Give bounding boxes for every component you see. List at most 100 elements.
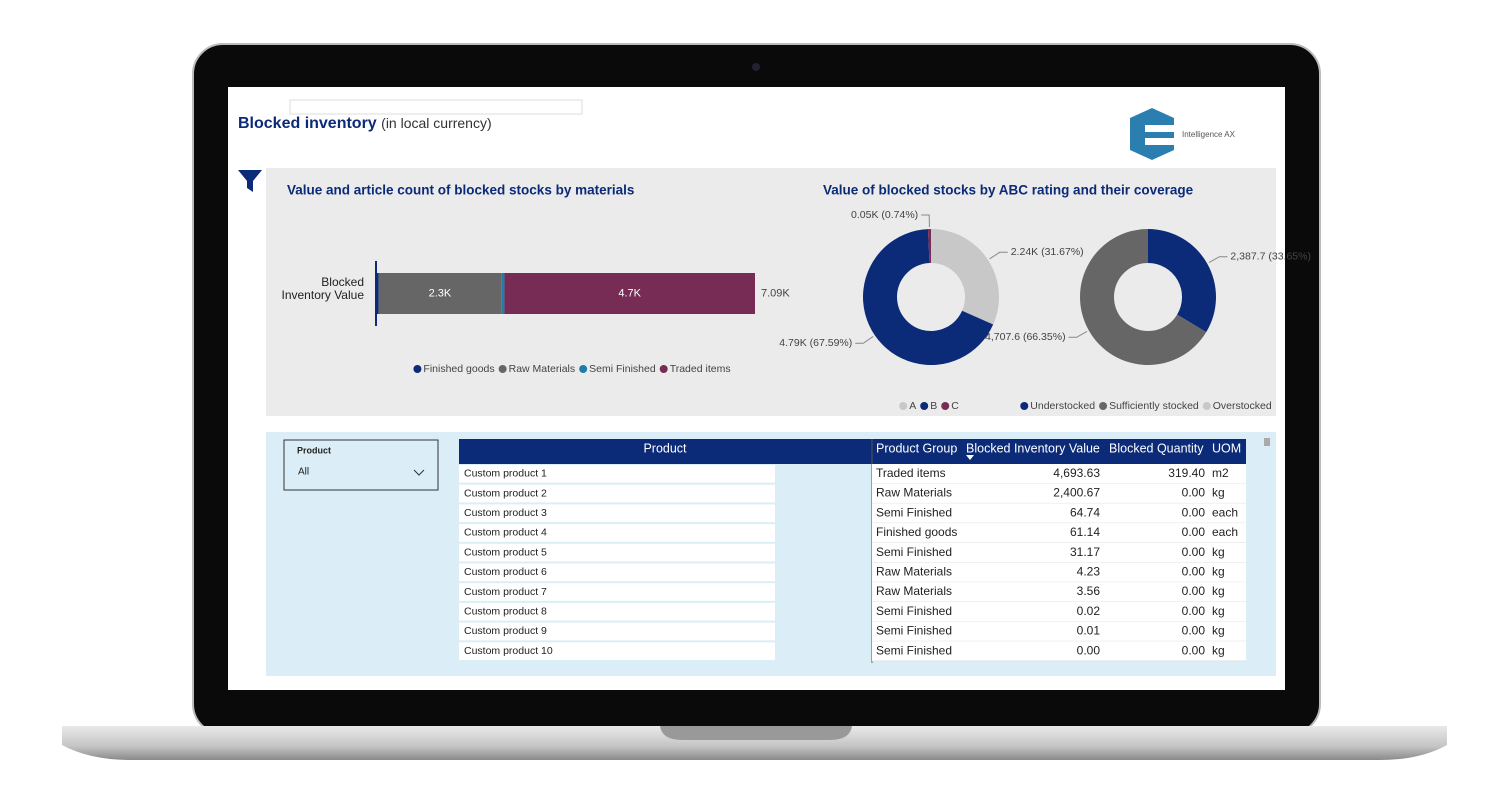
table-cell: kg: [1212, 565, 1225, 579]
table-cell: 31.17: [1070, 545, 1100, 559]
table-cell: Semi Finished: [876, 545, 952, 559]
table-cell: Custom product 8: [464, 606, 547, 618]
table-cell: 61.14: [1070, 525, 1100, 539]
tab-box: [289, 99, 583, 115]
table-cell: each: [1212, 505, 1238, 519]
table-cell: Traded items: [876, 466, 946, 480]
legend-label: Overstocked: [1213, 400, 1272, 412]
data-row: [872, 483, 1246, 504]
data-row: [872, 503, 1246, 524]
product-cell: [459, 465, 775, 483]
table-cell: each: [1212, 525, 1238, 539]
legend-label: A: [909, 400, 916, 412]
legend-marker: [498, 365, 507, 373]
table-cell: Raw Materials: [876, 584, 952, 598]
logo-text: Intelligence AX: [1182, 130, 1236, 139]
bar-segment: [378, 273, 502, 314]
column-header: Blocked Inventory Value: [966, 441, 1100, 455]
legend-marker: [920, 402, 929, 410]
table-cell: Custom product 3: [464, 507, 547, 519]
data-row: [872, 542, 1246, 563]
data-row: [872, 582, 1246, 602]
logo: [1130, 108, 1174, 160]
table-header: [459, 439, 1246, 464]
bar-category: Blocked Inventory Value: [281, 275, 365, 302]
table-cell: 0.00: [1182, 584, 1206, 598]
table-cell: 0.00: [1182, 643, 1206, 657]
donut-slice: [1148, 229, 1216, 333]
dropdown-arrow: [413, 469, 425, 476]
leader-line: [1068, 330, 1088, 338]
legend-label: Finished goods: [423, 363, 494, 375]
chart-title: Value of blocked stocks by ABC rating an…: [823, 183, 1194, 198]
donut-value-label: 2,387.7 (33.65%): [1230, 250, 1311, 262]
bar-total-label: 7.09K: [761, 287, 790, 299]
table-cell: 4,693.63: [1053, 466, 1100, 480]
table-cell: 0.00: [1182, 624, 1206, 638]
table-cell: Custom product 2: [464, 487, 547, 499]
table-cell: 0.00: [1182, 525, 1206, 539]
legend-label: Understocked: [1030, 400, 1095, 412]
camera: [752, 63, 760, 71]
laptop-base: [62, 726, 1447, 760]
donut-value-label: 0.05K (0.74%): [851, 209, 918, 221]
column-header: Product Group: [876, 441, 957, 455]
table-cell: Custom product 4: [464, 527, 547, 539]
legend-marker: [1020, 402, 1029, 410]
product-cell: [459, 642, 775, 660]
data-row: [872, 523, 1246, 543]
table-cell: Raw Materials: [876, 486, 952, 500]
legend-marker: [899, 402, 908, 410]
table-cell: 4.23: [1077, 565, 1101, 579]
product-dropdown[interactable]: [283, 439, 439, 491]
data-row: [872, 641, 1246, 661]
legend-label: Traded items: [670, 363, 731, 375]
legend-label: Semi Finished: [589, 363, 656, 375]
donut-slice: [931, 229, 999, 325]
product-cell: [459, 524, 775, 542]
legend-label: C: [951, 400, 959, 412]
table-cell: 0.01: [1077, 624, 1101, 638]
table-cell: 0.00: [1077, 643, 1101, 657]
table-cell: 0.00: [1182, 545, 1206, 559]
table-cell: m2: [1212, 466, 1229, 480]
table-cell: 319.40: [1168, 466, 1205, 480]
chart-title: Value and article count of blocked stock…: [287, 183, 634, 198]
table-cell: 2,400.67: [1053, 486, 1100, 500]
legend-marker: [1202, 402, 1211, 410]
product-cell: [459, 484, 775, 503]
data-row: [872, 464, 1246, 484]
column-header: Product: [643, 441, 687, 455]
legend-marker: [1099, 402, 1108, 410]
table-cell: kg: [1212, 486, 1225, 500]
filter-label: Product: [297, 445, 331, 455]
sort-arrow: [966, 455, 974, 460]
table-cell: Raw Materials: [876, 565, 952, 579]
column-header: UOM: [1212, 441, 1241, 455]
donut-value-label: 4.79K (67.59%): [779, 337, 852, 349]
bar-segment: [501, 273, 505, 314]
filter-icon: [238, 170, 262, 192]
table-cell: Custom product 5: [464, 546, 547, 558]
table-cell: kg: [1212, 624, 1225, 638]
table-cell: Custom product 7: [464, 586, 547, 598]
data-row: [872, 562, 1246, 583]
bar-segment: [504, 273, 755, 314]
page-title: Blocked inventory (in local currency): [238, 115, 492, 133]
table-cell: kg: [1212, 643, 1225, 657]
table-cell: 0.00: [1182, 505, 1206, 519]
product-cell: [459, 563, 775, 582]
table-cell: Semi Finished: [876, 604, 952, 618]
column-header: Blocked Quantity: [1109, 441, 1204, 455]
bar-value-label: 2.3K: [429, 287, 452, 299]
table-cell: Custom product 9: [464, 625, 547, 637]
legend-label: Sufficiently stocked: [1109, 400, 1199, 412]
table-cell: Custom product 1: [464, 468, 547, 480]
donut-value-label: 2.24K (31.67%): [1011, 246, 1084, 258]
table-cell: Custom product 10: [464, 645, 553, 657]
data-row: [872, 601, 1246, 622]
filter-value: All: [298, 467, 309, 478]
table-cell: 0.00: [1182, 486, 1206, 500]
